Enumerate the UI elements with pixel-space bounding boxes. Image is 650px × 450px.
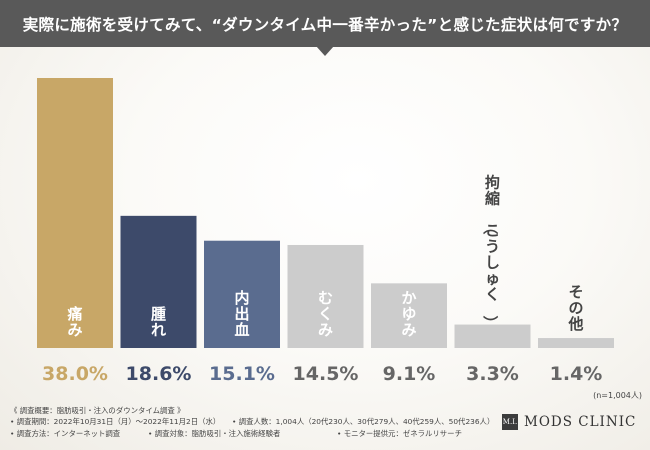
bar-5 [371,283,447,348]
category-label-1: 痛み [66,305,82,339]
category-label-2: 腫れ [151,305,166,339]
title-pointer [316,46,334,56]
survey-footer: 《 調査概要：脂肪吸引・注入のダウンタイム調査 》 • 調査期間：2022年10… [0,402,650,450]
survey-provider: • モニター提供元：ゼネラルリサーチ [337,429,462,438]
bar-2 [120,215,197,348]
value-label-5: 9.1% [383,363,436,385]
chart-title-bar: 実際に施術を受けてみて、“ダウンタイム中一番辛かった”と感じた症状は何ですか？ [0,0,650,47]
logo-brand-name: MODS CLINIC [524,414,637,430]
survey-respondent-count: • 調査人数：1,004人（20代230人、30代279人、40代259人、50… [232,417,495,426]
survey-summary-heading: 《 調査概要：脂肪吸引・注入のダウンタイム調査 》 [10,406,185,415]
category-label-7: その他 [567,283,583,333]
bar-7 [538,338,614,348]
category-label-6: 拘縮（こうしゅく） [481,174,500,331]
value-label-4: 14.5% [293,363,359,385]
survey-target: • 調査対象：脂肪吸引・注入施術経験者 [148,429,281,438]
bar-1 [37,78,113,348]
clinic-logo: M.I. MODS CLINIC [502,414,636,430]
chart-title: 実際に施術を受けてみて、“ダウンタイム中一番辛かった”と感じた症状は何ですか？ [22,15,628,34]
value-label-7: 1.4% [550,363,603,385]
category-label-3: 内出血 [234,289,249,339]
bar-4 [287,244,364,348]
bar-6 [454,324,531,348]
value-label-2: 18.6% [126,363,192,385]
bar-3 [204,240,280,348]
logo-mark: M.I. [502,414,518,430]
survey-method: • 調査方法：インターネット調査 [10,429,121,438]
category-label-5: かゆみ [401,289,416,339]
value-label-1: 38.0% [42,363,108,385]
value-label-3: 15.1% [209,363,275,385]
bar-chart: 痛み 38.0% 腫れ 18.6% 内出血 15.1% むくみ 14.5% かゆみ 9.1% 拘縮（… [37,78,614,385]
value-label-6: 3.3% [466,363,519,385]
category-label-4: むくみ [318,289,333,339]
survey-period: • 調査期間：2022年10月31日（月）～2022年11月2日（水） [10,417,221,426]
sample-size-note: (n=1,004人) [593,391,642,400]
